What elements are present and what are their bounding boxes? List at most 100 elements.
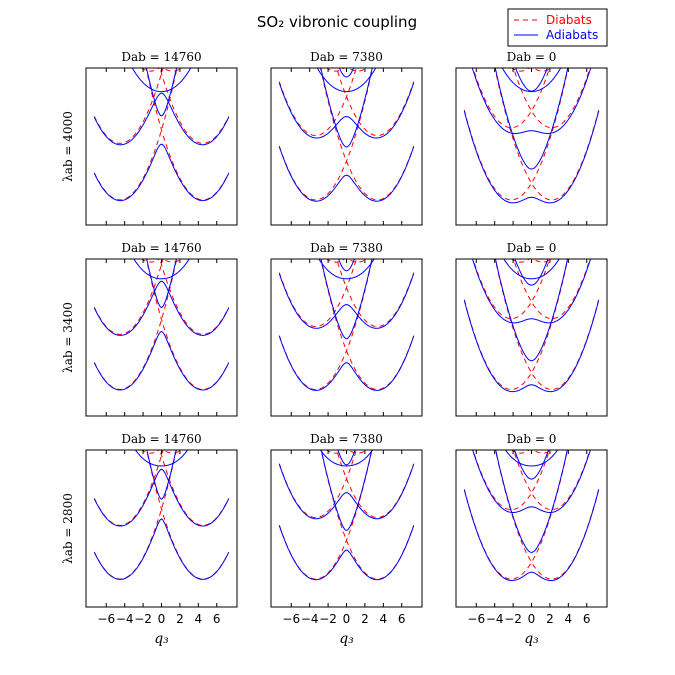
x-tick-label: 4 xyxy=(565,612,573,626)
adiabat-curve xyxy=(503,259,560,280)
adiabat-curve xyxy=(278,335,415,391)
x-tick-label: 2 xyxy=(176,612,184,626)
legend-label-adiabats: Adiabats xyxy=(546,28,598,42)
diabat-curve xyxy=(278,450,357,518)
panel-title: Dab = 0 xyxy=(507,432,557,446)
adiabat-curve xyxy=(320,68,373,148)
x-tick-label: 0 xyxy=(528,612,536,626)
legend-box xyxy=(507,8,608,47)
panel-r1-c2: Dab = 0 xyxy=(455,241,608,417)
plot-area xyxy=(93,68,230,202)
x-tick-label: −6 xyxy=(97,612,115,626)
panel-r2-c2: −6 −4 −2 0 2 4 6 Dab = 0 q₃ xyxy=(455,432,608,647)
x-tick-label: 4 xyxy=(380,612,388,626)
adiabat-curve xyxy=(318,259,375,280)
adiabat-curve xyxy=(278,464,415,520)
legend-label-diabats: Diabats xyxy=(546,13,592,27)
x-tick-label: 0 xyxy=(158,612,166,626)
panel-r2-c0: −6 −4 −2 0 2 4 6 Dab = 14760 λab = 2800 q₃ xyxy=(61,432,238,647)
diabat-curve xyxy=(159,68,230,144)
adiabat-curve xyxy=(278,525,415,581)
x-tick-label: 6 xyxy=(213,612,221,626)
panel-r0-c2: Dab = 0 xyxy=(455,50,608,226)
plot-area xyxy=(278,450,415,581)
diabat-curve xyxy=(145,68,230,201)
row-ylabel: λab = 2800 xyxy=(61,493,75,564)
panel-title: Dab = 7380 xyxy=(310,432,383,446)
x-axis-label: q₃ xyxy=(339,631,354,647)
panel-r1-c0: Dab = 14760 λab = 3400 xyxy=(61,241,238,417)
panel-title: Dab = 7380 xyxy=(310,50,383,64)
plot-area xyxy=(278,259,415,391)
panel-title: Dab = 0 xyxy=(507,50,557,64)
adiabat-curve xyxy=(133,259,190,280)
adiabat-curve xyxy=(494,259,569,362)
adiabat-curve xyxy=(145,68,178,117)
adiabat-curve xyxy=(463,300,600,393)
x-tick-label: −4 xyxy=(116,612,134,626)
panel-title: Dab = 14760 xyxy=(121,50,201,64)
row-ylabel: λab = 3400 xyxy=(61,302,75,373)
plot-area xyxy=(278,68,415,202)
x-tick-label: 0 xyxy=(343,612,351,626)
adiabat-curve xyxy=(316,68,377,93)
adiabat-curve xyxy=(463,110,600,204)
panel-title: Dab = 14760 xyxy=(121,432,201,446)
adiabat-curve xyxy=(93,92,230,146)
adiabat-curve xyxy=(134,450,189,467)
adiabat-curve xyxy=(494,68,569,170)
x-tick-label: −6 xyxy=(467,612,485,626)
x-tick-label: −2 xyxy=(504,612,522,626)
adiabat-curve xyxy=(319,450,374,467)
adiabat-curve xyxy=(320,450,373,531)
adiabat-curve xyxy=(471,68,592,134)
x-tick-label: 2 xyxy=(546,612,554,626)
panel-title: Dab = 0 xyxy=(507,241,557,255)
adiabat-curve xyxy=(93,280,230,336)
panel-r0-c0: Dab = 14760 λab = 4000 xyxy=(61,50,238,226)
plot-area xyxy=(463,450,600,581)
panel-r0-c1: Dab = 7380 xyxy=(270,50,423,226)
adiabat-curve xyxy=(93,143,230,202)
adiabat-curve xyxy=(131,68,192,93)
x-tick-label: −4 xyxy=(486,612,504,626)
adiabat-curve xyxy=(146,450,177,500)
plot-area xyxy=(93,259,230,391)
diabat-curve xyxy=(159,450,230,526)
adiabat-curve xyxy=(278,82,415,139)
x-axis-label: q₃ xyxy=(154,631,169,647)
plot-area xyxy=(93,450,230,580)
x-tick-label: −6 xyxy=(282,612,300,626)
plot-area xyxy=(463,68,600,204)
x-tick-label: 6 xyxy=(583,612,591,626)
x-tick-label: −2 xyxy=(319,612,337,626)
diabat-curve xyxy=(278,68,374,201)
adiabat-curve xyxy=(514,450,549,480)
x-tick-label: −2 xyxy=(134,612,152,626)
adiabat-curve xyxy=(463,489,600,581)
adiabat-curve xyxy=(278,273,415,329)
panel-title: Dab = 14760 xyxy=(121,241,201,255)
adiabat-curve xyxy=(337,450,356,466)
x-tick-label: 2 xyxy=(361,612,369,626)
adiabat-curve xyxy=(320,259,373,340)
adiabat-curve xyxy=(93,330,230,391)
adiabat-curve xyxy=(338,68,355,78)
plot-area xyxy=(463,259,600,393)
diabat-curve xyxy=(278,450,373,580)
x-tick-label: 4 xyxy=(195,612,203,626)
adiabat-curve xyxy=(93,468,230,527)
x-tick-label: 6 xyxy=(398,612,406,626)
diabat-curve xyxy=(278,259,373,390)
adiabat-curve xyxy=(501,68,562,93)
adiabat-curve xyxy=(338,259,355,272)
legend: Diabats Adiabats xyxy=(507,8,608,47)
diabat-curve xyxy=(159,259,230,335)
diabat-curve xyxy=(278,259,357,327)
adiabat-curve xyxy=(93,518,230,580)
adiabat-curve xyxy=(278,146,415,202)
panel-r1-c1: Dab = 7380 xyxy=(270,241,423,417)
x-tick-label: −4 xyxy=(301,612,319,626)
adiabat-curve xyxy=(146,259,177,309)
